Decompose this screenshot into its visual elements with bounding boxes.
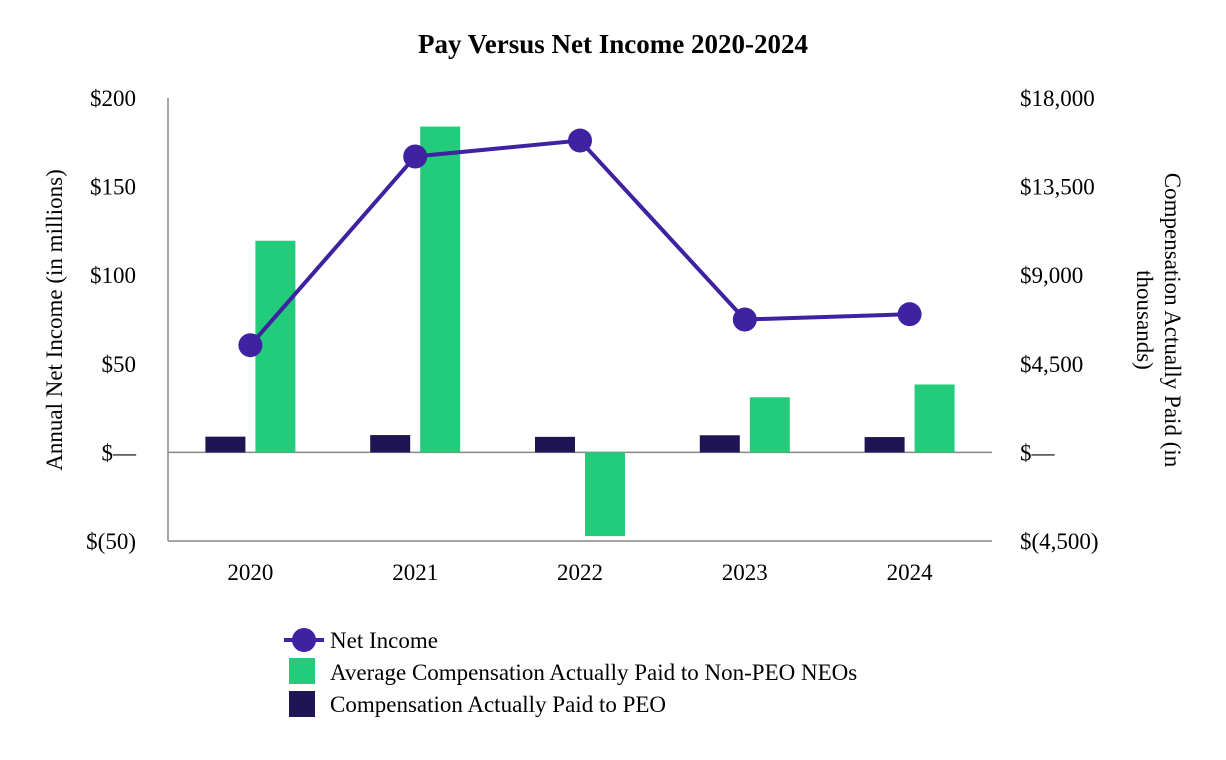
left-tick-label: $—	[102, 440, 138, 465]
left-axis-title: Annual Net Income (in millions)	[42, 169, 67, 471]
bar-non-peo-2021	[420, 126, 461, 453]
left-tick-label: $150	[90, 175, 136, 200]
right-axis-title-line-1: Compensation Actually Paid (in	[1160, 173, 1185, 468]
x-tick-label-2024: 2024	[887, 560, 934, 585]
legend-swatch-non-peo	[289, 658, 315, 684]
bar-peo-2024	[864, 437, 905, 453]
legend-item-net-income: Net Income	[284, 628, 438, 653]
bar-peo-2022	[535, 436, 575, 453]
right-axis-title-line-2: thousands)	[1132, 270, 1157, 370]
bar-peo-2021	[370, 435, 411, 453]
left-axis-ticks: $200 $150 $100 $50 $— $(50)	[86, 86, 137, 554]
bars	[205, 126, 955, 537]
right-axis-ticks: $18,000 $13,500 $9,000 $4,500 $— $(4,500)	[1020, 86, 1099, 554]
right-tick-label: $—	[1020, 440, 1056, 465]
bar-non-peo-2023	[749, 397, 790, 453]
right-axis-title: Compensation Actually Paid (in thousands…	[1132, 173, 1185, 468]
left-tick-label: $200	[90, 86, 136, 111]
legend-swatch-peo	[289, 691, 315, 717]
net-income-point-2022	[568, 128, 592, 153]
left-tick-label: $50	[102, 352, 137, 377]
axes	[167, 98, 992, 542]
x-tick-label-2020: 2020	[227, 560, 273, 585]
x-tick-label-2021: 2021	[392, 560, 438, 585]
net-income-point-2024	[897, 302, 922, 327]
right-tick-label: $9,000	[1020, 263, 1083, 288]
left-tick-label: $100	[90, 263, 136, 288]
right-tick-label: $18,000	[1020, 86, 1095, 111]
bar-non-peo-2022	[585, 452, 625, 537]
x-tick-label-2023: 2023	[722, 560, 768, 585]
right-tick-label: $(4,500)	[1020, 529, 1099, 554]
net-income-line	[248, 138, 910, 347]
net-income-point-2020	[238, 333, 263, 358]
legend-label-non-peo: Average Compensation Actually Paid to No…	[330, 660, 857, 685]
bar-non-peo-2024	[914, 384, 955, 453]
right-tick-label: $13,500	[1020, 175, 1095, 200]
legend-marker-swatch	[292, 628, 316, 652]
legend: Net Income Average Compensation Actually…	[284, 628, 857, 717]
right-tick-label: $4,500	[1020, 352, 1083, 377]
legend-item-non-peo: Average Compensation Actually Paid to No…	[289, 658, 857, 685]
net-income-point-2021	[403, 144, 428, 169]
net-income-series	[238, 128, 922, 358]
bar-peo-2023	[699, 435, 740, 453]
left-tick-label: $(50)	[86, 529, 136, 554]
x-axis-ticks: 2020 2021 2022 2023 2024	[227, 560, 933, 585]
legend-item-peo: Compensation Actually Paid to PEO	[289, 691, 666, 717]
x-tick-label-2022: 2022	[557, 560, 603, 585]
chart-title: Pay Versus Net Income 2020-2024	[418, 29, 808, 59]
net-income-point-2023	[732, 307, 757, 332]
legend-label-peo: Compensation Actually Paid to PEO	[330, 692, 666, 717]
legend-label-net-income: Net Income	[330, 628, 438, 653]
bar-peo-2020	[205, 436, 246, 453]
